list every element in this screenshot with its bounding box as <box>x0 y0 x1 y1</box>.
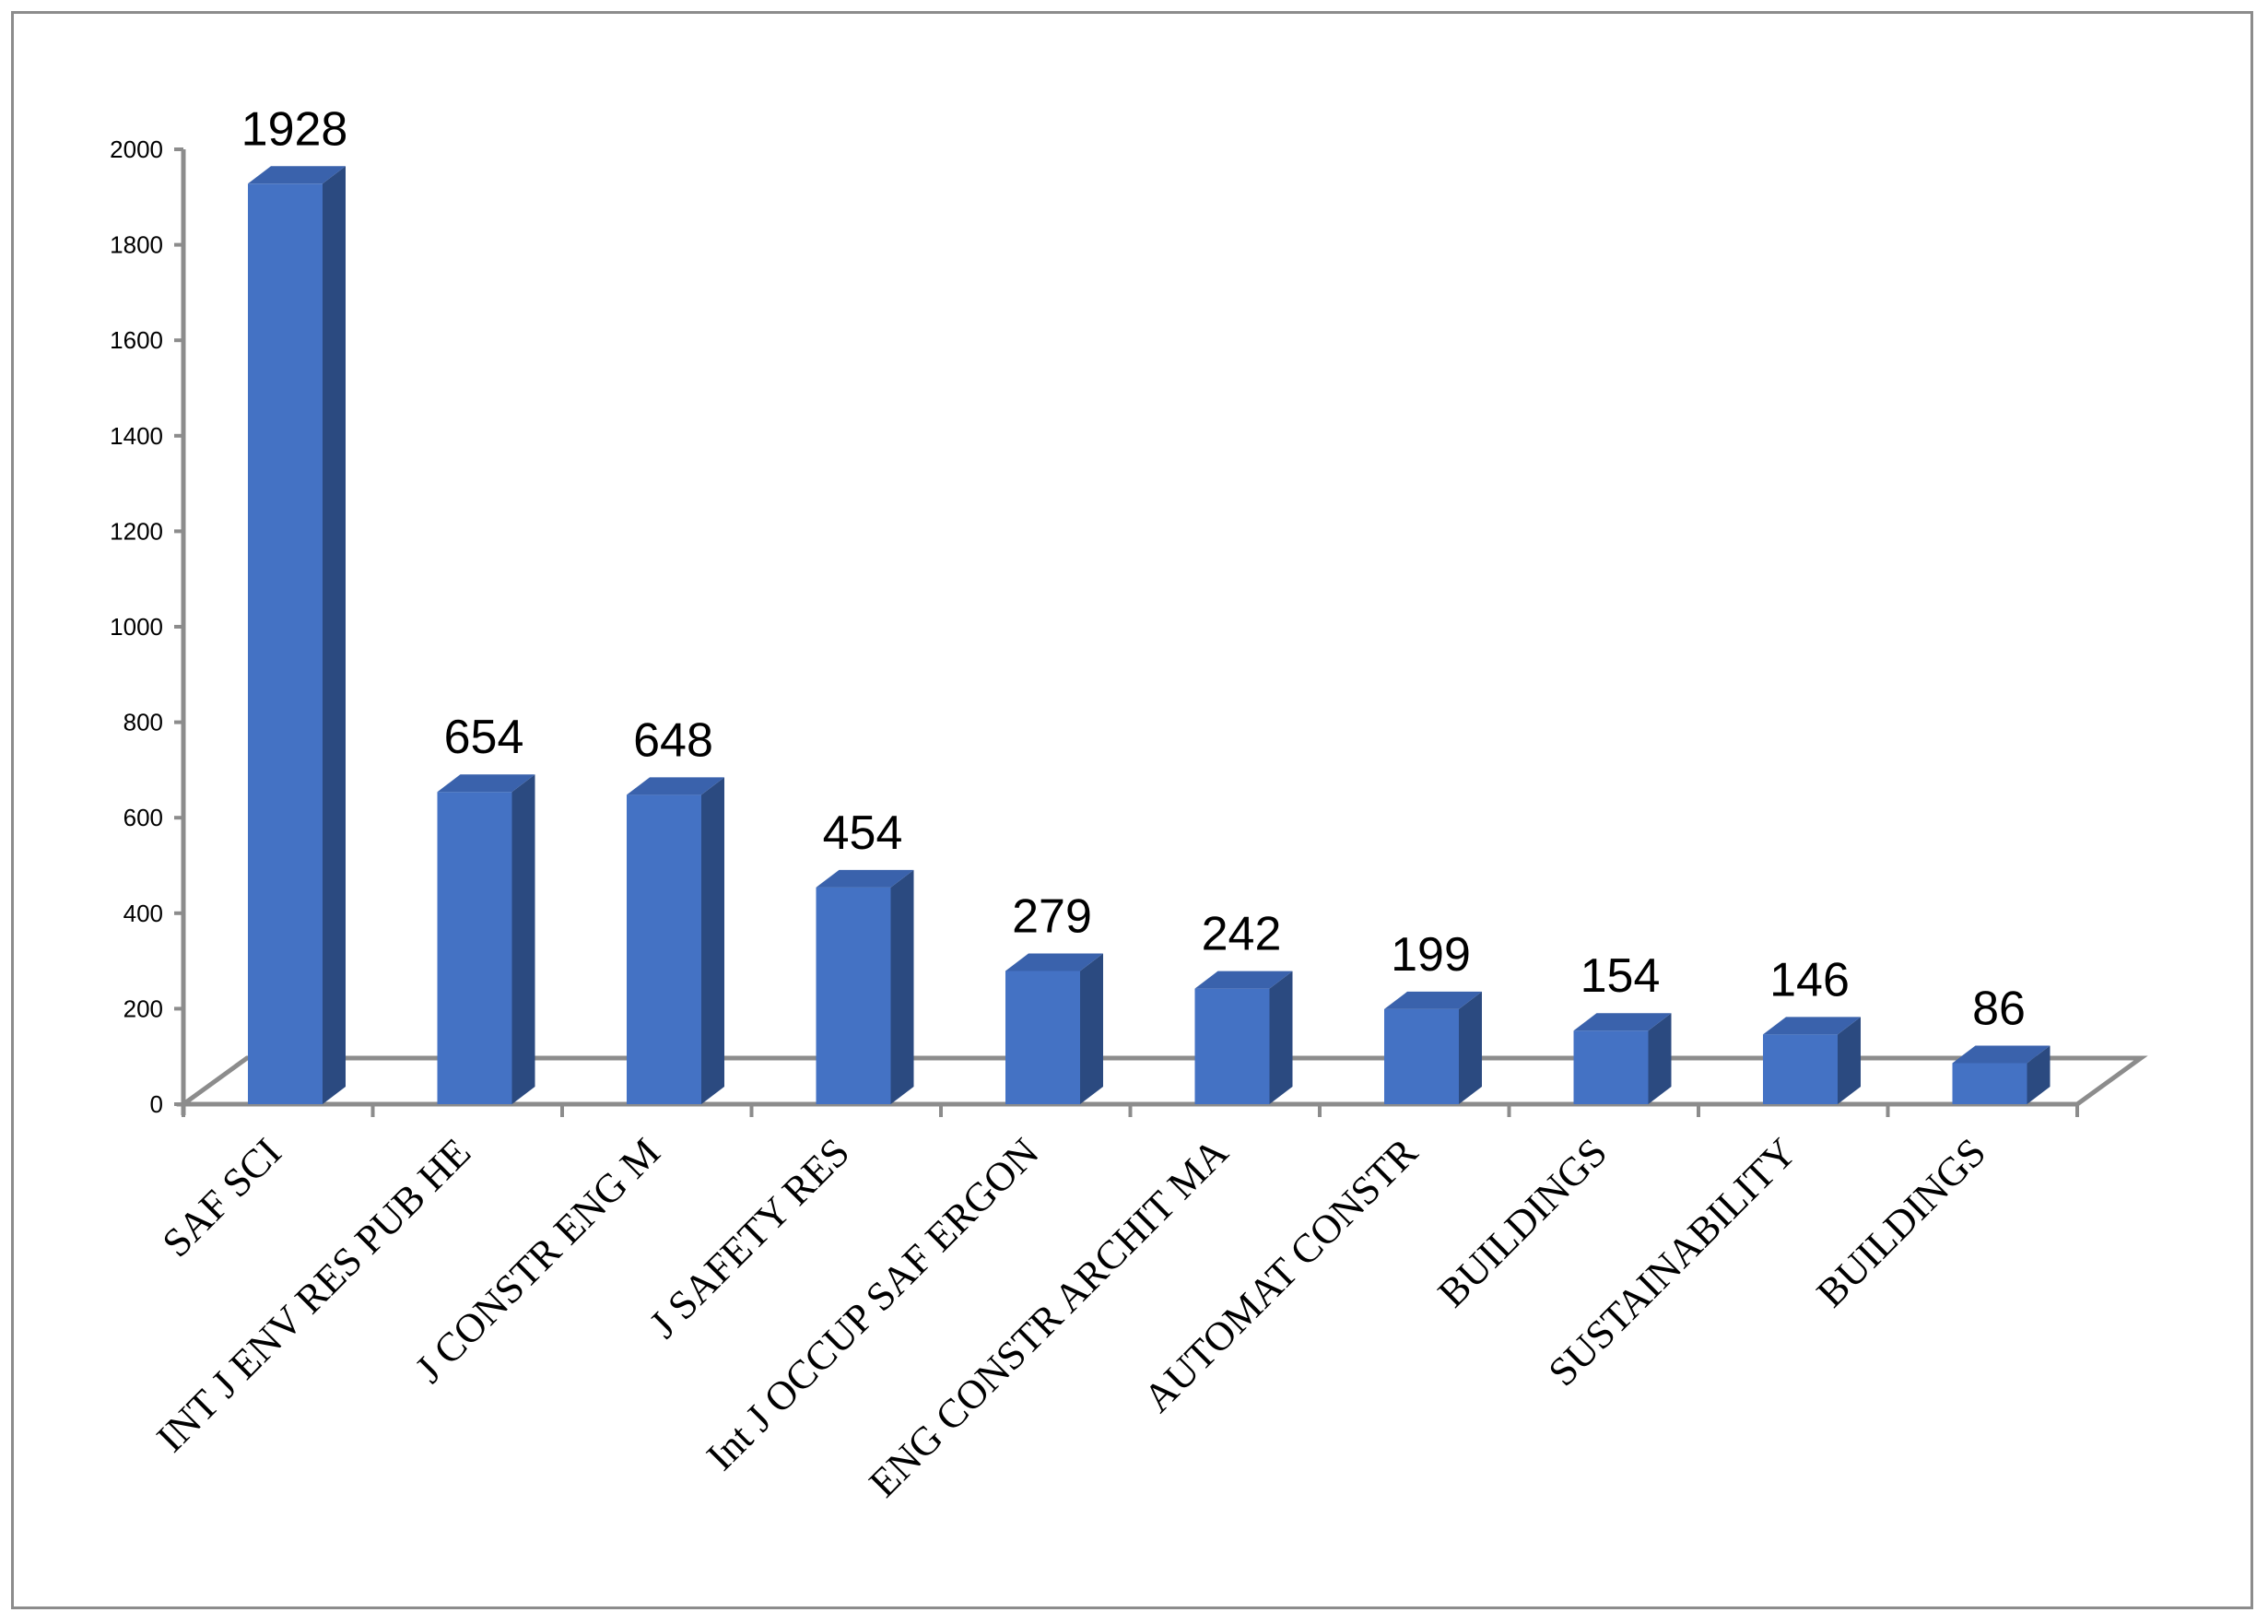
chart-bars <box>248 166 2051 1104</box>
bar-value-label: 1928 <box>241 102 348 156</box>
x-category-label: INT J ENV RES PUB HE <box>148 1129 479 1460</box>
x-category-label: BUILDINGS <box>1429 1129 1616 1315</box>
bar <box>627 777 724 1104</box>
y-tick-label: 1000 <box>110 613 163 641</box>
y-tick-label: 200 <box>123 994 163 1022</box>
y-tick-label: 1600 <box>110 326 163 354</box>
bar-front <box>1952 1063 2027 1104</box>
y-tick-label: 2000 <box>110 135 163 163</box>
bar-side <box>323 166 346 1104</box>
y-tick-label: 800 <box>123 709 163 736</box>
x-category-label: J SAFETY RES <box>640 1129 858 1347</box>
bar <box>437 774 535 1104</box>
bar <box>1573 1013 1672 1104</box>
bar <box>248 166 346 1104</box>
bar-side <box>1838 1017 1861 1104</box>
chart-labels: 0 200 400 600 800 1000 1200 1400 1600 1800 2000 192… <box>110 102 2026 1505</box>
bar-top <box>627 777 724 795</box>
bar-front <box>248 183 323 1104</box>
bar-front <box>816 887 891 1104</box>
bar-top <box>1194 971 1293 989</box>
bar-top <box>816 869 914 888</box>
bar-value-label: 199 <box>1391 928 1471 982</box>
bar-value-label: 242 <box>1202 908 1282 961</box>
bar <box>1763 1017 1861 1104</box>
bar-side <box>1648 1013 1672 1104</box>
bar-side <box>1080 953 1103 1104</box>
bar-top <box>1952 1045 2051 1064</box>
bar-value-label: 648 <box>633 713 713 767</box>
bar-front <box>1005 971 1080 1104</box>
bar-side <box>701 777 724 1104</box>
bar <box>1952 1045 2051 1104</box>
bar-top <box>248 166 346 184</box>
chart-frame: 0 200 400 600 800 1000 1200 1400 1600 1800 2000 192… <box>11 11 2253 1609</box>
x-category-label: SAF SCI <box>154 1129 290 1265</box>
bar-top <box>1573 1013 1672 1031</box>
y-tick-label: 600 <box>123 804 163 831</box>
bar-top <box>1763 1017 1861 1035</box>
bar <box>1005 953 1103 1104</box>
x-category-label: BUILDINGS <box>1808 1129 1994 1315</box>
bar <box>1384 991 1482 1104</box>
bar-value-label: 146 <box>1769 953 1850 1006</box>
bar-front <box>1194 988 1270 1104</box>
bar-top <box>1384 991 1482 1009</box>
bar-value-label: 654 <box>444 711 524 764</box>
bar-side <box>2027 1045 2051 1104</box>
bar-side <box>890 869 914 1104</box>
bar-front <box>627 794 701 1104</box>
bar-chart: 0 200 400 600 800 1000 1200 1400 1600 1800 2000 192… <box>110 102 2148 1506</box>
bar-front <box>1384 1008 1459 1104</box>
bar-front <box>1763 1034 1838 1104</box>
bar-side <box>511 774 535 1104</box>
bar-value-label: 454 <box>823 806 903 860</box>
bar-top <box>1005 953 1103 971</box>
bar-value-label: 154 <box>1581 949 1661 1003</box>
bar-side <box>1459 991 1482 1104</box>
bar-value-label: 279 <box>1012 889 1092 943</box>
x-category-label: Int J OCCUP SAF ERGON <box>698 1129 1047 1478</box>
bar-front <box>1573 1030 1649 1104</box>
y-tick-label: 1400 <box>110 422 163 450</box>
y-tick-label: 1800 <box>110 231 163 259</box>
bar-top <box>437 774 535 793</box>
y-tick-label: 400 <box>123 900 163 927</box>
bar-front <box>437 792 512 1104</box>
y-tick-label: 1200 <box>110 517 163 545</box>
bar <box>816 869 914 1104</box>
bar <box>1194 971 1293 1104</box>
y-tick-label: 0 <box>150 1090 163 1118</box>
bar-side <box>1269 971 1293 1104</box>
x-category-label: ENG CONSTR ARCHIT MA <box>861 1129 1237 1505</box>
bar-value-label: 86 <box>1972 982 2026 1035</box>
